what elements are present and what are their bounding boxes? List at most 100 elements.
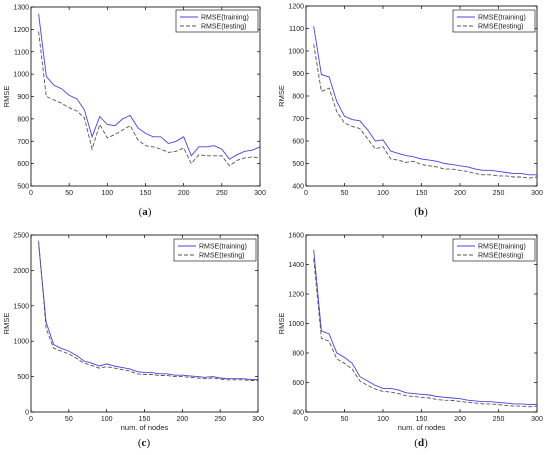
x-tick-label: 0 [29, 416, 33, 423]
x-tick-label: 200 [454, 190, 466, 197]
y-axis-label: RMSE [2, 313, 11, 335]
y-tick-label: 1100 [14, 49, 29, 56]
series-line-training [313, 26, 537, 176]
series-line-testing [38, 31, 261, 167]
y-tick-label: 500 [17, 374, 29, 381]
chart-panel-d: 0 50 100 150 200 250 300 400 600 800 1000 1200 1400 1… [277, 233, 543, 450]
series-line-training [313, 249, 537, 406]
chart-panel-a: 0 50 100 150 200 250 300 500 600 700 800 900 1000 110… [2, 5, 266, 219]
y-tick-label: 1200 [13, 27, 29, 34]
y-tick-label: 1500 [13, 303, 29, 310]
x-tick-label: 100 [377, 190, 389, 197]
x-tick-label: 0 [304, 190, 308, 197]
x-tick-label: 150 [139, 416, 151, 423]
x-tick-label: 150 [416, 416, 428, 423]
legend-box [175, 9, 259, 33]
y-tick-label: 700 [292, 116, 304, 123]
x-tick-label: 200 [176, 416, 188, 423]
chart-panel-b: 0 50 100 150 200 250 300 400 500 600 700 800 900 1000… [277, 4, 543, 219]
x-tick-label: 200 [454, 416, 466, 423]
x-tick-label: 100 [377, 416, 389, 423]
legend-entry-label: RMSE(testing) [478, 24, 524, 31]
x-axis-label: num. of nodes [121, 423, 169, 432]
x-tick-label: 0 [29, 190, 33, 197]
legend-box [452, 9, 536, 33]
y-tick-label: 1100 [289, 26, 304, 33]
y-tick-label: 1000 [13, 72, 29, 79]
legend-box [452, 238, 536, 262]
series-line-testing [313, 258, 538, 408]
legend: RMSE(training) RMSE(testing) [452, 238, 536, 262]
x-tick-label: 300 [531, 190, 543, 197]
plot-area-frame [305, 5, 538, 187]
x-tick-label: 0 [304, 416, 308, 423]
legend-entry-label: RMSE(testing) [199, 253, 245, 260]
y-tick-label: 800 [292, 351, 304, 358]
y-tick-label: 500 [17, 184, 29, 191]
plot-area-frame [30, 6, 261, 187]
y-axis-label: RMSE [277, 313, 286, 335]
x-tick-label: 250 [216, 190, 228, 197]
x-tick-label: 300 [531, 416, 543, 423]
y-tick-label: 800 [292, 94, 304, 101]
x-tick-label: 100 [101, 416, 113, 423]
panel-caption: (c) [138, 437, 151, 449]
y-tick-label: 1000 [13, 339, 29, 346]
y-tick-label: 800 [17, 116, 29, 123]
y-tick-label: 1000 [288, 49, 304, 56]
legend-entry-label: RMSE(training) [199, 244, 247, 251]
x-tick-label: 200 [178, 190, 190, 197]
x-tick-label: 50 [65, 416, 73, 423]
y-tick-label: 400 [292, 410, 304, 417]
legend: RMSE(training) RMSE(testing) [173, 238, 257, 262]
legend-entry-label: RMSE(training) [478, 15, 526, 22]
y-tick-label: 1300 [13, 5, 29, 12]
legend-entry-label: RMSE(testing) [478, 253, 524, 260]
series-line-training [38, 243, 258, 380]
x-tick-label: 250 [214, 416, 226, 423]
y-axis-label: RMSE [2, 86, 11, 108]
series-line-testing [38, 240, 258, 381]
y-tick-label: 600 [292, 380, 304, 387]
x-tick-label: 300 [252, 416, 264, 423]
legend-entry-label: RMSE(training) [201, 15, 249, 22]
x-tick-label: 250 [493, 190, 505, 197]
y-tick-label: 1400 [288, 262, 304, 269]
x-tick-label: 100 [101, 190, 113, 197]
y-tick-label: 1200 [288, 4, 304, 11]
x-tick-label: 50 [65, 190, 73, 197]
y-tick-label: 1200 [288, 292, 304, 299]
x-tick-label: 50 [341, 190, 349, 197]
series-line-testing [313, 44, 538, 179]
y-tick-label: 700 [17, 139, 29, 146]
x-tick-label: 50 [341, 416, 349, 423]
y-tick-label: 500 [292, 161, 304, 168]
y-tick-label: 600 [292, 139, 304, 146]
series-line-training [38, 13, 261, 160]
x-tick-label: 150 [416, 190, 428, 197]
legend-entry-label: RMSE(testing) [201, 24, 247, 31]
x-axis-label: num. of nodes [398, 423, 446, 432]
x-tick-label: 250 [493, 416, 505, 423]
x-tick-label: 150 [140, 190, 152, 197]
y-tick-label: 400 [292, 184, 304, 191]
y-axis-label: RMSE [277, 85, 286, 107]
panel-caption: (b) [414, 206, 428, 218]
legend-box [173, 238, 257, 262]
y-tick-label: 0 [25, 410, 29, 417]
x-tick-label: 300 [254, 190, 266, 197]
y-tick-label: 1600 [288, 233, 304, 240]
chart-panel-c: 0 50 100 150 200 250 300 0 500 1000 1500 2000 2500 RM… [2, 233, 264, 450]
legend: RMSE(training) RMSE(testing) [452, 9, 536, 33]
y-tick-label: 2500 [13, 233, 29, 240]
plot-area-frame [30, 234, 259, 413]
legend: RMSE(training) RMSE(testing) [175, 9, 259, 33]
y-tick-label: 900 [292, 71, 304, 78]
panel-caption: (a) [139, 206, 152, 218]
panel-caption: (d) [414, 437, 428, 449]
plot-area-frame [305, 234, 538, 413]
y-tick-label: 2000 [13, 268, 29, 275]
y-tick-label: 1000 [288, 321, 304, 328]
legend-entry-label: RMSE(training) [478, 244, 526, 251]
